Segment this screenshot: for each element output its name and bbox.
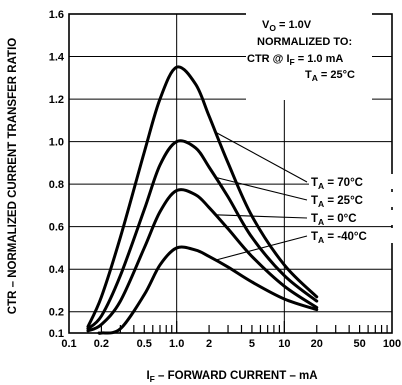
x-tick-label: 50 xyxy=(353,338,365,350)
series-label-leader xyxy=(215,235,308,261)
x-tick-label: 100 xyxy=(383,338,401,350)
y-tick-label: 1.2 xyxy=(49,94,64,106)
series-label-background xyxy=(309,192,393,207)
x-tick-label: 20 xyxy=(311,338,323,350)
annotation-line-2: NORMALIZED TO: xyxy=(257,36,352,48)
plot-frame xyxy=(68,13,393,334)
x-tick-label: 2 xyxy=(206,338,212,350)
x-axis-ticks: 0.1 0.2 0.5 1.0 2 5 10 20 50 100 xyxy=(61,321,401,350)
y-tick-label: 0.1 xyxy=(49,328,64,340)
curve-ta-25c xyxy=(86,139,319,331)
y-axis-ticks: 0.1 0.2 0.4 0.6 0.8 1.0 1.2 1.4 1.6 xyxy=(49,9,65,340)
conditions-annotation: VO = 1.0V NORMALIZED TO: CTR @ IF = 1.0 … xyxy=(246,12,372,100)
y-axis-title: CTR – NORMALIZED CURRENT TRANSFER RATIO xyxy=(7,38,19,314)
y-tick-label: 1.0 xyxy=(49,137,64,149)
series-label-background xyxy=(309,210,393,225)
x-axis-title: IF – FORWARD CURRENT – mA xyxy=(146,370,317,384)
y-tick-label: 1.4 xyxy=(49,52,65,64)
y-tick-label: 0.6 xyxy=(49,222,64,234)
series-label-leader xyxy=(215,131,308,183)
y-tick-label: 0.4 xyxy=(49,264,65,276)
x-tick-label: 0.1 xyxy=(61,338,76,350)
annotation-line-1: VO = 1.0V xyxy=(262,19,312,33)
series-label: TA = 0°C xyxy=(311,213,357,227)
y-tick-label: 0.8 xyxy=(49,179,64,191)
series-label-leader xyxy=(215,214,308,219)
series-label: TA = -40°C xyxy=(311,231,367,245)
y-tick-label: 1.6 xyxy=(49,9,64,21)
x-tick-label: 0.5 xyxy=(137,338,152,350)
series-label: TA = 25°C xyxy=(311,195,363,209)
annotation-line-4: TA = 25°C xyxy=(305,69,355,83)
annotation-background xyxy=(246,12,372,100)
annotation-line-3: CTR @ IF = 1.0 mA xyxy=(247,53,343,67)
series-label-background xyxy=(309,228,393,243)
series-label-background xyxy=(309,174,393,189)
curve-ta-70c xyxy=(86,65,319,329)
series-label-leader xyxy=(215,176,308,201)
series-curves xyxy=(86,65,319,335)
y-tick-label: 0.2 xyxy=(49,307,64,319)
curve-ta-minus-40c xyxy=(97,245,319,335)
x-tick-label: 10 xyxy=(278,338,290,350)
x-tick-label: 1.0 xyxy=(169,338,184,350)
x-tick-label: 0.2 xyxy=(94,338,109,350)
curve-ta-0c xyxy=(86,188,319,333)
x-tick-label: 5 xyxy=(249,338,255,350)
series-label: TA = 70°C xyxy=(311,177,363,191)
series-labels: TA = 70°C TA = 25°C TA = 0°C TA = -40°C xyxy=(215,131,393,261)
